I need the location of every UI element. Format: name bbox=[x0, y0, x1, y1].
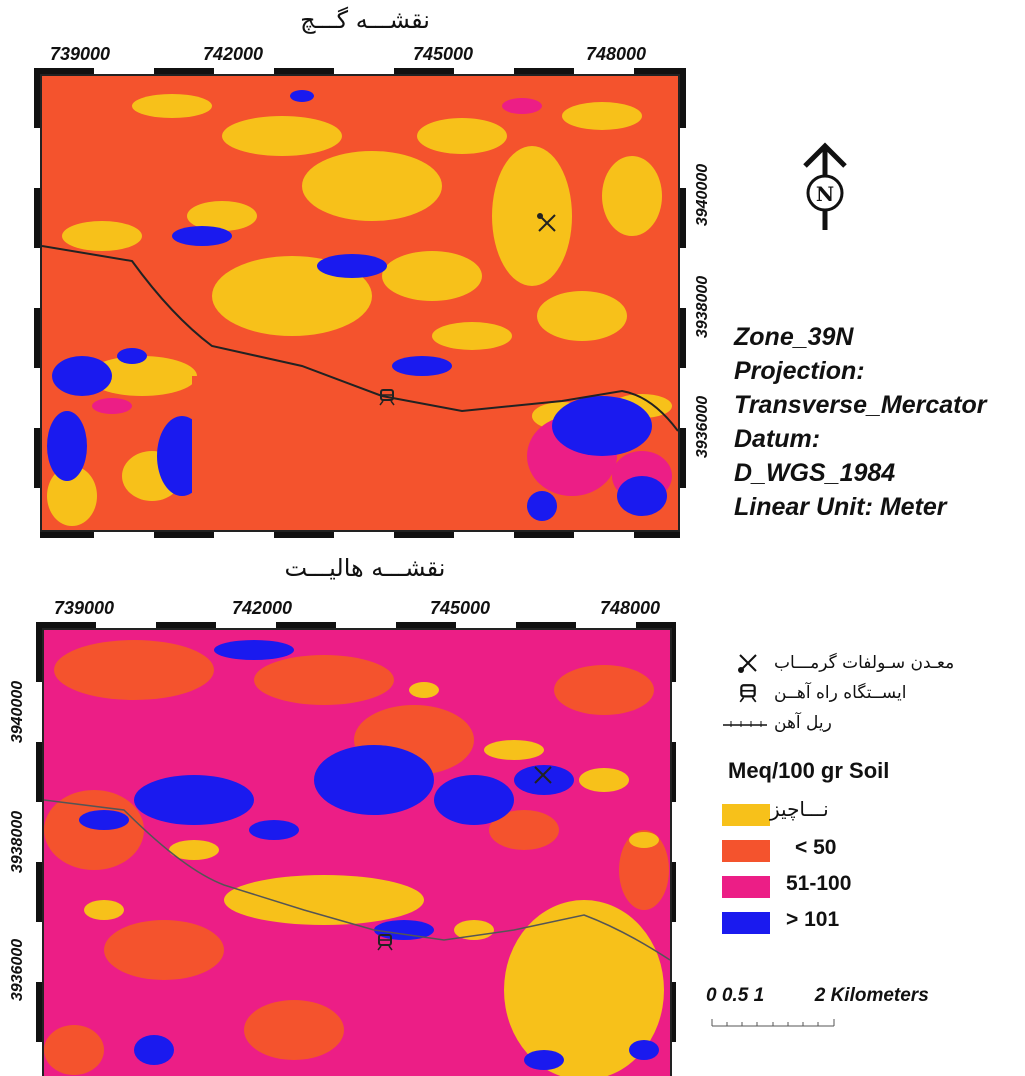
info-line: Datum: bbox=[734, 425, 821, 453]
map-halite bbox=[42, 628, 672, 1076]
frame-border bbox=[34, 68, 686, 74]
x-tick-label: 742000 bbox=[231, 598, 293, 618]
legend-swatch-negligible bbox=[722, 804, 770, 826]
north-arrow-icon: N bbox=[803, 142, 847, 230]
scale-bar-icon bbox=[711, 1019, 835, 1027]
railway-line bbox=[42, 245, 678, 432]
frame-border bbox=[36, 622, 676, 628]
x-tick-label: 748000 bbox=[585, 44, 647, 64]
y-tick-label: 3938000 bbox=[9, 810, 26, 874]
x-tick-label: 742000 bbox=[202, 44, 264, 64]
frame-border bbox=[36, 622, 42, 1074]
map-gypsum-raster bbox=[42, 76, 678, 530]
scale-unit: Kilometers bbox=[830, 985, 929, 1006]
y-tick-label: 3940000 bbox=[694, 163, 711, 227]
scale-label: 0.5 bbox=[721, 985, 749, 1006]
legend-label-under-50: < 50 bbox=[795, 836, 837, 859]
legend-label-51-100: 51-100 bbox=[786, 872, 852, 895]
legend-label: ایســتگاه راه آهــن bbox=[774, 683, 907, 703]
legend-label: ریل آهن bbox=[774, 713, 832, 733]
legend-swatch-under-50 bbox=[722, 840, 770, 862]
legend-mine: معـدن سـولفات گرمـــاب bbox=[728, 652, 954, 674]
x-tick-label: 745000 bbox=[412, 44, 474, 64]
scale-label: 1 bbox=[753, 985, 765, 1006]
scale-bar-labels: 0 0.5 1 2 Kilometers bbox=[706, 985, 929, 1007]
legend-station: ایســتگاه راه آهــن bbox=[728, 683, 906, 703]
frame-border bbox=[670, 622, 676, 1074]
y-tick-label: 3940000 bbox=[9, 680, 26, 744]
legend-label-negligible: نـــاچیز bbox=[770, 797, 829, 821]
class-negligible-patches bbox=[84, 682, 664, 1076]
info-line: Zone_39N bbox=[734, 323, 854, 351]
train-station-icon bbox=[728, 683, 768, 703]
train-station-icon bbox=[379, 389, 395, 406]
y-tick-label: 3938000 bbox=[694, 275, 711, 339]
scale-label: 2 bbox=[814, 985, 826, 1006]
x-tick-label: 745000 bbox=[429, 598, 491, 618]
map-halite-raster bbox=[44, 630, 670, 1076]
legend-units: Meq/100 gr Soil bbox=[728, 758, 890, 783]
legend-label-over-101: > 101 bbox=[786, 908, 840, 931]
y-tick-label: 3936000 bbox=[9, 938, 26, 1002]
map-gypsum bbox=[40, 74, 680, 532]
legend-label: معـدن سـولفات گرمـــاب bbox=[774, 653, 955, 673]
mine-icon bbox=[534, 766, 552, 784]
scale-label: 0 bbox=[706, 985, 717, 1006]
info-line: Transverse_Mercator bbox=[734, 391, 987, 419]
x-tick-label: 739000 bbox=[53, 598, 115, 618]
legend-railway: ریل آهن bbox=[722, 713, 832, 733]
train-station-icon bbox=[377, 934, 393, 951]
frame-border bbox=[34, 532, 686, 538]
frame-border bbox=[680, 68, 686, 538]
info-line: Projection: bbox=[734, 357, 865, 385]
legend-swatch-over-101 bbox=[722, 912, 770, 934]
projection-info: Zone_39N Projection: Transverse_Mercator… bbox=[734, 320, 986, 524]
info-line: D_WGS_1984 bbox=[734, 459, 896, 487]
uniform-area bbox=[192, 376, 512, 530]
legend-swatch-51-100 bbox=[722, 876, 770, 898]
map-title-halite: نقشـــه هالیـــت bbox=[284, 554, 446, 582]
x-tick-label: 748000 bbox=[599, 598, 661, 618]
map-title-gypsum: نقشـــه گـــچ bbox=[300, 6, 430, 34]
frame-border bbox=[34, 68, 40, 538]
x-tick-label: 739000 bbox=[49, 44, 111, 64]
info-line: Linear Unit: Meter bbox=[734, 493, 947, 521]
y-tick-label: 3936000 bbox=[694, 395, 711, 459]
mine-icon bbox=[537, 213, 556, 232]
class-over-101-patches bbox=[79, 640, 659, 1070]
north-letter: N bbox=[816, 182, 834, 206]
railway-line bbox=[44, 799, 670, 961]
railway-line-icon bbox=[722, 717, 768, 729]
mine-icon bbox=[728, 652, 768, 674]
